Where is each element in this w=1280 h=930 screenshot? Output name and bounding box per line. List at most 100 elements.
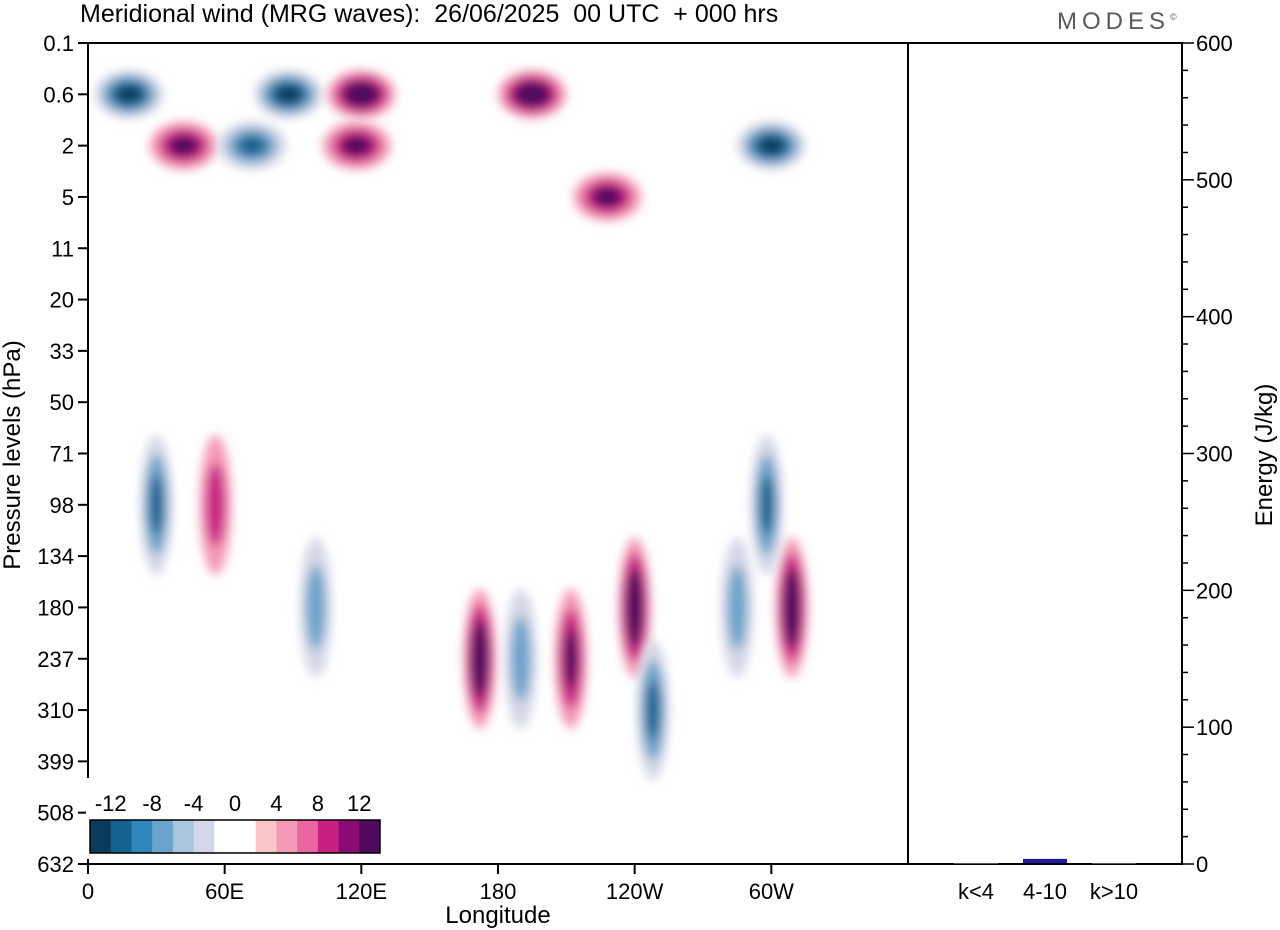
- y-tick-label: 0.1: [43, 31, 74, 56]
- y-tick-label: 237: [37, 647, 74, 672]
- y-tick-label: 310: [37, 698, 74, 723]
- y-tick-label: 2: [62, 134, 74, 159]
- contour-band: [342, 135, 372, 156]
- contour-band: [277, 86, 300, 103]
- energy-bar: [1023, 858, 1067, 863]
- colorbar-swatch: [276, 820, 298, 853]
- energy-tick-label: 400: [1196, 305, 1233, 330]
- y-tick-label: 508: [37, 801, 74, 826]
- logo-text: MODES: [1057, 8, 1171, 35]
- y-tick-label: 134: [37, 544, 74, 569]
- energy-axis: 0 100 200 300 400 500 600: [1182, 31, 1233, 877]
- energy-bar: [1092, 863, 1136, 864]
- colorbar-label: 0: [229, 791, 241, 816]
- energy-tick-label: 100: [1196, 715, 1233, 740]
- y-tick-label: 632: [37, 852, 74, 877]
- colorbar-swatch: [297, 820, 319, 853]
- heatmap-feature: [199, 434, 232, 575]
- heatmap-feature: [737, 121, 806, 170]
- energy-frame: [907, 42, 1183, 865]
- heatmap-feature: [322, 121, 391, 170]
- contour-band: [350, 86, 373, 103]
- heatmap-feature: [750, 434, 783, 575]
- colorbar-label: -8: [142, 791, 162, 816]
- energy-bar: [954, 863, 998, 864]
- energy-axis-title: Energy (J/kg): [1251, 384, 1278, 527]
- contour-band: [474, 635, 486, 683]
- contour-band: [149, 474, 164, 535]
- x-tick-label: 180: [480, 879, 517, 904]
- heatmap-feature: [218, 121, 286, 170]
- colorbar-swatch: [193, 820, 215, 853]
- energy-tick-label: 600: [1196, 31, 1233, 56]
- modes-logo: MODES©: [1057, 8, 1177, 36]
- y-tick-label: 11: [51, 236, 74, 261]
- energy-category-label: k>10: [1090, 879, 1138, 904]
- x-axis-title: Longitude: [445, 902, 550, 929]
- contour-band: [786, 584, 798, 631]
- energy-tick-label: 200: [1196, 578, 1233, 603]
- heatmap-feature: [573, 172, 642, 221]
- contour-band: [727, 565, 747, 650]
- energy-tick-label: 300: [1196, 442, 1233, 467]
- heatmap-feature: [254, 70, 323, 119]
- contour-band: [592, 186, 622, 208]
- chart-title: Meridional wind (MRG waves): 26/06/2025 …: [80, 0, 779, 28]
- heatmap-feature: [95, 70, 163, 119]
- colorbar-label: 12: [347, 791, 371, 816]
- y-tick-label: 0.6: [43, 82, 74, 107]
- heatmap-feature: [721, 537, 754, 678]
- heatmap-feature: [327, 70, 396, 119]
- contour-band: [511, 616, 531, 701]
- colorbar-swatch: [317, 820, 340, 853]
- contour-band: [645, 680, 660, 741]
- x-tick-label: 120E: [336, 879, 387, 904]
- colorbar-label: -4: [184, 791, 204, 816]
- y-tick-label: 50: [50, 390, 74, 415]
- heatmap-feature: [299, 537, 332, 678]
- contour-band: [520, 86, 544, 103]
- heatmap-feature: [775, 537, 808, 678]
- colorbar-frame: [89, 819, 381, 854]
- heatmap-feature: [149, 121, 218, 170]
- energy-tick-label: 500: [1196, 168, 1233, 193]
- contour-band: [629, 584, 640, 631]
- heatmap-feature: [504, 588, 537, 729]
- colorbar-swatch: [110, 820, 132, 853]
- contour-band: [760, 137, 783, 154]
- colorbar-swatch: [152, 820, 174, 853]
- colorbar-swatch: [255, 820, 277, 853]
- y-tick-label: 5: [62, 185, 74, 210]
- contour-band: [306, 565, 326, 650]
- logo-mark: ©: [1170, 12, 1177, 22]
- x-axis: 0 60E 120E 180 120W 60W: [82, 864, 794, 904]
- x-tick-label: 60E: [205, 879, 244, 904]
- contour-band: [563, 628, 578, 689]
- colorbar-label: 4: [270, 791, 282, 816]
- colorbar-swatch: [359, 820, 381, 853]
- contour-band: [169, 135, 199, 156]
- heatmap-feature: [498, 70, 567, 119]
- y-tick-label: 20: [50, 288, 74, 313]
- colorbar-swatch: [338, 820, 360, 853]
- energy-tick-label: 0: [1196, 852, 1208, 877]
- y-axis-title: Pressure levels (hPa): [0, 340, 26, 569]
- energy-category-label: k<4: [958, 879, 994, 904]
- y-tick-label: 71: [50, 442, 74, 467]
- colorbar-swatch: [131, 820, 153, 853]
- heatmap-feature: [618, 537, 651, 678]
- contour-band: [237, 135, 267, 156]
- x-tick-label: 120W: [606, 879, 664, 904]
- colorbar-swatch: [214, 820, 236, 853]
- x-tick-label: 0: [82, 879, 94, 904]
- y-axis: 0.1 0.6 2 5 11 20 33 50 71 98 134 180 237 310 399 508 63…: [37, 31, 88, 877]
- heatmap-feature: [140, 434, 173, 575]
- colorbar-label: 8: [312, 791, 324, 816]
- y-tick-label: 180: [37, 595, 74, 620]
- heatmap-feature: [463, 588, 496, 729]
- contour-band: [117, 86, 141, 103]
- y-tick-label: 33: [50, 339, 74, 364]
- x-tick-label: 60W: [749, 879, 794, 904]
- y-tick-label: 98: [50, 493, 74, 518]
